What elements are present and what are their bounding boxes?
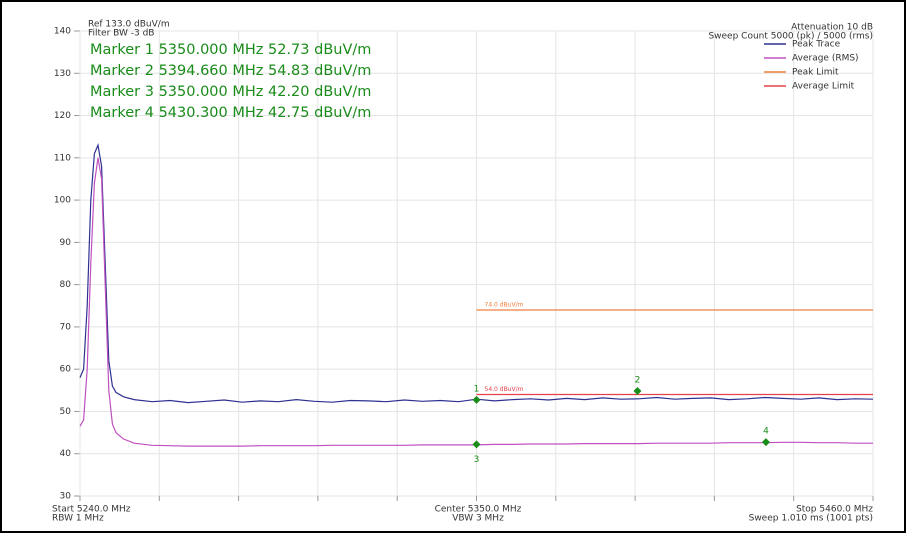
limit-label: 54.0 dBuV/m (485, 386, 524, 393)
legend-label: Average (RMS) (792, 54, 859, 64)
marker (633, 387, 642, 396)
limit-label: 74.0 dBuV/m (485, 302, 524, 309)
marker-readout: Marker 1 5350.000 MHz 52.73 dBuV/m (90, 42, 371, 58)
header-text: Filter BW -3 dB (88, 29, 155, 39)
footer-text: Center 5350.0 MHz (435, 505, 522, 515)
marker-readout: Marker 2 5394.660 MHz 54.83 dBuV/m (90, 63, 371, 79)
y-tick-label: 30 (60, 492, 72, 502)
y-tick-label: 90 (60, 238, 72, 248)
legend-label: Peak Limit (792, 68, 839, 78)
trace (79, 157, 873, 447)
legend-label: Average Limit (792, 82, 855, 92)
legend-label: Peak Trace (792, 40, 841, 50)
footer-text: Stop 5460.0 MHz (796, 505, 873, 515)
trace (79, 142, 874, 404)
footer-text: VBW 3 MHz (452, 514, 504, 524)
marker (472, 440, 481, 449)
y-tick-label: 120 (54, 111, 71, 121)
y-tick-label: 140 (54, 27, 71, 37)
marker-number: 4 (763, 427, 769, 437)
y-tick-label: 50 (60, 407, 72, 417)
y-tick-label: 130 (54, 69, 71, 79)
marker-readout: Marker 3 5350.000 MHz 42.20 dBuV/m (90, 84, 371, 100)
y-tick-label: 110 (54, 153, 71, 163)
marker (761, 438, 770, 447)
y-tick-label: 80 (60, 280, 72, 290)
marker-number: 1 (474, 384, 480, 394)
footer-text: Start 5240.0 MHz (52, 505, 131, 515)
y-tick-label: 70 (60, 322, 72, 332)
footer-text: RBW 1 MHz (52, 514, 104, 524)
marker (472, 395, 481, 404)
header-text: Ref 133.0 dBuV/m (88, 20, 170, 30)
marker-number: 2 (635, 376, 641, 386)
marker-number: 3 (474, 455, 480, 465)
header-text: Sweep Count 5000 (pk) / 5000 (rms) (708, 32, 873, 42)
marker-readout: Marker 4 5430.300 MHz 42.75 dBuV/m (90, 105, 371, 121)
y-tick-label: 60 (60, 365, 72, 375)
footer-text: Sweep 1.010 ms (1001 pts) (749, 514, 873, 524)
header-text: Attenuation 10 dB (791, 23, 873, 33)
y-tick-label: 100 (54, 196, 71, 206)
y-tick-label: 40 (60, 449, 72, 459)
